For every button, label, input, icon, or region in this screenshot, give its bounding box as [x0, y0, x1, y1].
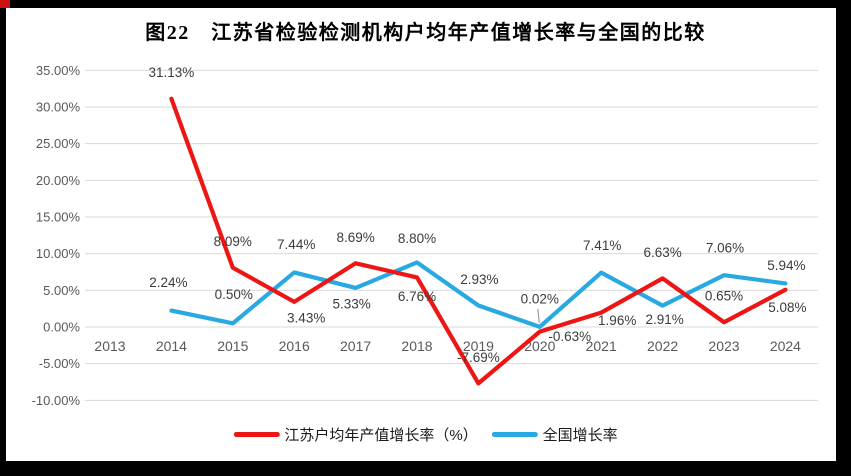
- data-label-leader: [537, 308, 540, 323]
- y-tick-label: 30.00%: [36, 99, 81, 114]
- y-tick-label: 20.00%: [36, 173, 81, 188]
- legend-item-national: 全国增长率: [491, 424, 618, 445]
- data-label-series-0: 6.63%: [643, 245, 681, 260]
- legend-label-jiangsu: 江苏户均年产值增长率（%）: [284, 427, 478, 444]
- data-label-series-1: 0.50%: [215, 287, 253, 302]
- data-label-series-1: 5.94%: [767, 258, 805, 273]
- data-label-series-0: 5.08%: [768, 300, 806, 315]
- y-tick-label: -5.00%: [39, 356, 81, 371]
- legend-label-national: 全国增长率: [542, 427, 618, 444]
- x-axis-label: 2021: [586, 338, 617, 354]
- x-axis-label: 2016: [279, 338, 310, 354]
- x-axis-label: 2014: [156, 338, 187, 354]
- data-label-series-1: 7.06%: [706, 241, 744, 256]
- data-label-series-1: 5.33%: [332, 296, 370, 311]
- data-label-series-0: 3.43%: [287, 310, 325, 325]
- y-tick-label: 25.00%: [36, 136, 81, 151]
- data-label-series-1: 7.44%: [277, 237, 315, 252]
- x-axis-label: 2018: [401, 338, 432, 354]
- x-axis-label: 2013: [94, 338, 125, 354]
- data-label-series-1: 2.93%: [460, 272, 498, 287]
- data-label-series-0: -0.63%: [548, 329, 591, 344]
- data-label-series-1: 0.02%: [521, 291, 559, 306]
- data-label-series-1: 2.91%: [645, 312, 683, 327]
- chart-legend: 江苏户均年产值增长率（%） 全国增长率: [233, 424, 618, 445]
- data-label-series-1: 7.41%: [583, 238, 621, 253]
- frame-border-right: [836, 0, 851, 476]
- x-axis-label: 2024: [770, 338, 801, 354]
- y-tick-label: 0.00%: [43, 320, 80, 335]
- jiangsu-line-swatch: [233, 432, 280, 437]
- data-label-series-0: 8.09%: [214, 234, 252, 249]
- series-line-0: [169, 96, 788, 386]
- data-label-series-0: 31.13%: [149, 65, 195, 80]
- y-tick-label: -10.00%: [32, 393, 81, 408]
- legend-item-jiangsu: 江苏户均年产值增长率（%）: [233, 424, 478, 445]
- data-label-series-0: -7.69%: [457, 350, 500, 365]
- data-label-series-0: 1.96%: [598, 313, 636, 328]
- y-tick-label: 5.00%: [43, 283, 80, 298]
- x-axis-label: 2015: [217, 338, 248, 354]
- chart-title: 图22 江苏省检验检测机构户均年产值增长率与全国的比较: [145, 22, 706, 44]
- x-axis-label: 2023: [708, 338, 739, 354]
- frame-border-top: [10, 0, 836, 8]
- x-axis-label: 2022: [647, 338, 678, 354]
- data-label-series-0: 0.65%: [705, 289, 743, 304]
- x-axis-label: 2017: [340, 338, 371, 354]
- y-tick-label: 10.00%: [36, 246, 81, 261]
- data-label-series-0: 8.69%: [336, 230, 374, 245]
- x-axis-label: 2019: [463, 338, 494, 354]
- y-tick-label: 15.00%: [36, 209, 81, 224]
- y-tick-label: 35.00%: [36, 63, 81, 78]
- frame-border-bottom: [0, 461, 836, 476]
- data-label-series-1: 2.24%: [149, 275, 187, 290]
- national-line-swatch: [491, 432, 538, 437]
- data-label-series-1: 8.80%: [398, 231, 436, 246]
- data-label-series-0: 6.76%: [398, 289, 436, 304]
- frame-corner-marker: [0, 0, 10, 8]
- frame-border-left: [0, 8, 6, 461]
- x-axis-label: 2020: [524, 338, 555, 354]
